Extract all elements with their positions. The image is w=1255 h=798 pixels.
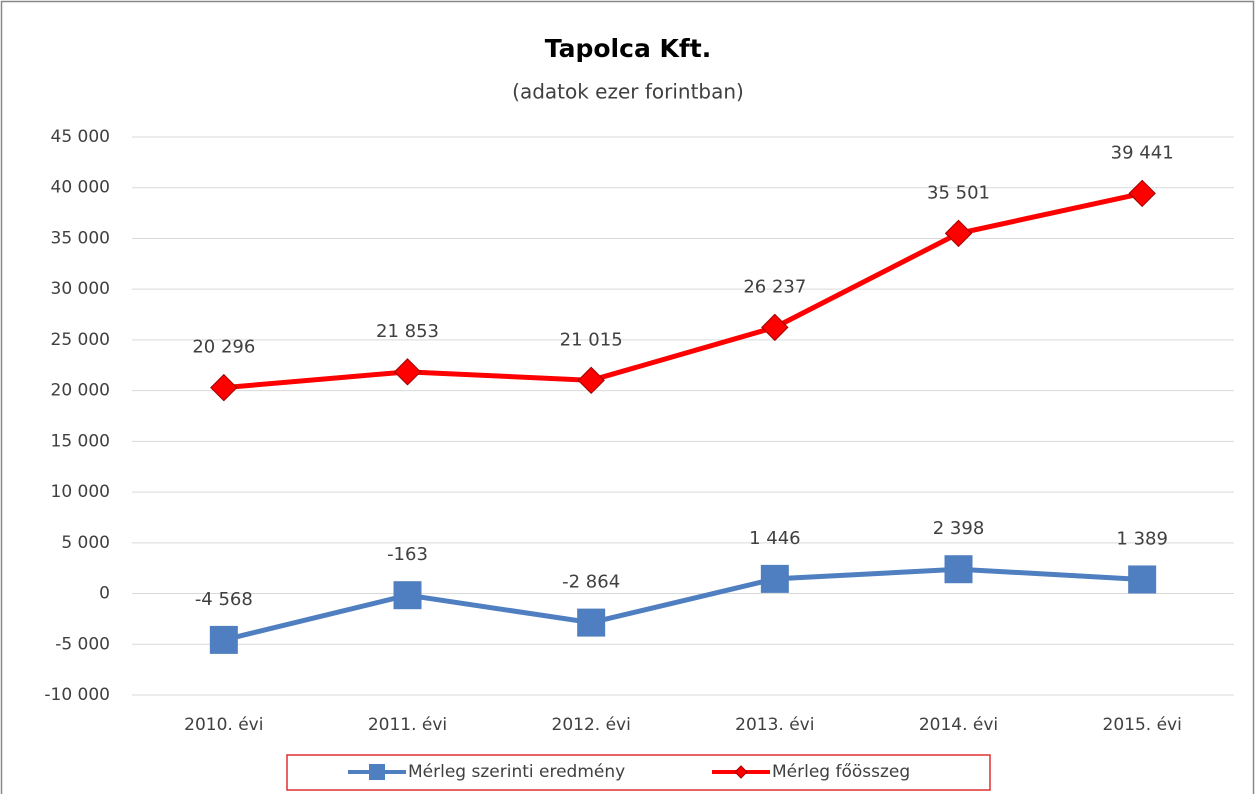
data-label: 21 015 xyxy=(560,329,623,350)
marker xyxy=(1128,179,1156,208)
y-tick-label: 5 000 xyxy=(61,533,110,553)
y-tick-label: 0 xyxy=(99,584,110,604)
y-tick-label: 30 000 xyxy=(51,279,110,299)
chart-subtitle: (adatok ezer forintban) xyxy=(512,80,744,104)
y-tick-label: 35 000 xyxy=(51,228,110,248)
data-label: 1 389 xyxy=(1116,528,1168,549)
x-tick-label: 2010. évi xyxy=(184,715,263,735)
y-tick-label: 45 000 xyxy=(51,127,110,147)
legend-box xyxy=(286,754,991,791)
y-tick-label: 10 000 xyxy=(51,482,110,502)
marker xyxy=(944,555,973,584)
x-tick-label: 2012. évi xyxy=(552,715,631,735)
marker xyxy=(577,608,606,637)
legend-label: Mérleg főösszeg xyxy=(772,762,910,782)
legend-label: Mérleg szerinti eredmény xyxy=(408,762,625,782)
y-tick-label: 20 000 xyxy=(51,381,110,401)
marker xyxy=(393,581,422,610)
marker xyxy=(393,358,422,386)
data-label: 2 398 xyxy=(933,518,985,539)
data-label: 39 441 xyxy=(1111,142,1174,163)
marker xyxy=(210,373,238,402)
y-tick-label: -5 000 xyxy=(55,634,110,654)
legend-marker xyxy=(734,765,748,779)
chart-title: Tapolca Kft. xyxy=(545,34,711,63)
data-label: 26 237 xyxy=(743,276,806,297)
data-label: -4 568 xyxy=(195,589,253,610)
marker xyxy=(209,625,238,654)
series-line xyxy=(223,190,1143,391)
data-label: 1 446 xyxy=(749,528,801,549)
x-tick-label: 2015. évi xyxy=(1103,715,1182,735)
data-label: 20 296 xyxy=(192,337,255,358)
y-tick-label: 15 000 xyxy=(51,431,110,451)
y-tick-label: 25 000 xyxy=(51,330,110,350)
data-label: 21 853 xyxy=(376,321,439,342)
series-line xyxy=(223,566,1143,643)
marker xyxy=(761,313,789,342)
marker xyxy=(944,219,973,248)
marker xyxy=(760,564,789,593)
data-label: 35 501 xyxy=(927,182,990,203)
marker xyxy=(577,366,605,395)
data-label: -163 xyxy=(387,544,428,565)
y-tick-label: -10 000 xyxy=(44,685,110,705)
marker xyxy=(1128,565,1157,594)
legend-marker xyxy=(369,764,385,780)
y-tick-label: 40 000 xyxy=(51,178,110,198)
x-tick-label: 2013. évi xyxy=(735,715,814,735)
x-tick-label: 2011. évi xyxy=(368,715,447,735)
data-label: -2 864 xyxy=(562,572,620,593)
x-tick-label: 2014. évi xyxy=(919,715,998,735)
